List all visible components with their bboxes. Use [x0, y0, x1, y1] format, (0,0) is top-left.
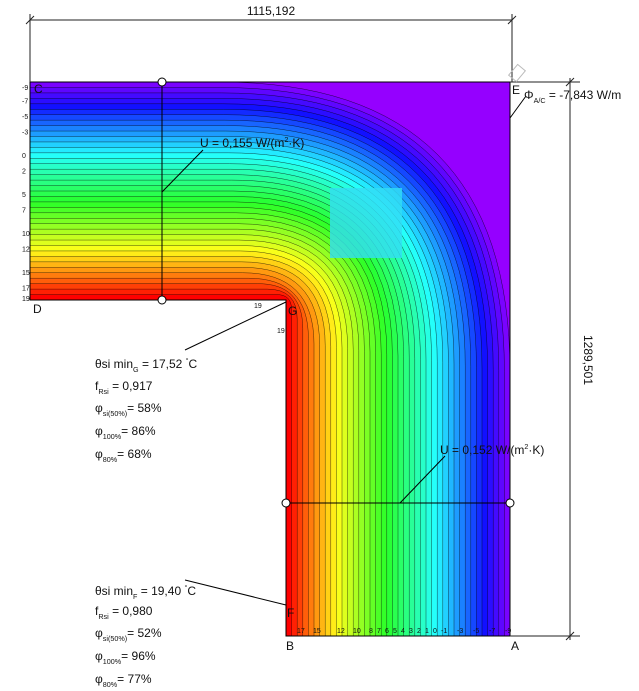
flux-marker — [509, 64, 526, 81]
temp-label: -5 — [22, 114, 28, 121]
text-part: 100% — [103, 657, 122, 666]
text-part: ·K) — [528, 443, 544, 457]
temp-label: -3 — [22, 130, 28, 137]
temp-label: 2 — [22, 169, 26, 176]
width-dimension: 1115,192 — [247, 4, 296, 18]
temp-label: -7 — [489, 628, 495, 635]
temp-label: 0 — [22, 153, 26, 160]
text-part: 80% — [103, 455, 118, 464]
temp-label: 5 — [22, 192, 26, 199]
point-label: E — [512, 83, 520, 97]
point-label: F — [287, 606, 294, 620]
info-line: φsi(50%)= 52% — [95, 626, 162, 643]
corner-patch — [330, 188, 402, 258]
info-line: φ80%= 68% — [95, 447, 152, 464]
temp-label: 10 — [22, 231, 30, 238]
temp-label: 15 — [22, 270, 30, 277]
temp-label: 7 — [377, 628, 381, 635]
text-part: = -7,843 W/m — [546, 88, 622, 102]
text-part: = 68% — [117, 447, 152, 461]
page: 1115,192 1289,501 C E D G B A F -9 -7 -5 -3… — [0, 0, 639, 691]
temp-label: -9 — [505, 628, 511, 635]
text-part: = 96% — [121, 649, 156, 663]
text-part: C — [189, 357, 198, 371]
temp-label: 2 — [417, 628, 421, 635]
text-part: U = 0,155 W/(m — [200, 136, 284, 150]
temp-label: 7 — [22, 208, 26, 215]
temp-label: -7 — [22, 99, 28, 106]
text-part: ·K) — [288, 136, 304, 150]
height-dimension: 1289,501 — [581, 335, 595, 385]
info-line: φ80%= 77% — [95, 672, 152, 689]
text-part: = 0,980 — [109, 604, 153, 618]
text-part: = 86% — [121, 424, 156, 438]
info-line: θsi minG = 17,52 °C — [95, 356, 198, 374]
temp-label: 17 — [22, 285, 30, 292]
u-value: U = 0,152 W/(m2·K) — [440, 442, 544, 457]
temp-label: -9 — [22, 85, 28, 92]
info-line: fRsi = 0,980 — [95, 604, 153, 621]
text-part: = 58% — [127, 401, 162, 415]
temp-label: 1 — [425, 628, 429, 635]
temp-label: 10 — [353, 628, 361, 635]
text-part: 100% — [103, 432, 122, 441]
temp-label: 17 — [297, 628, 305, 635]
flux-label: ΦA/C = -7,843 W/m — [524, 88, 621, 105]
text-part: θsi min — [95, 584, 133, 598]
temp-label: 6 — [385, 628, 389, 635]
text-part: θsi min — [95, 357, 133, 371]
text-part: si(50%) — [103, 634, 127, 643]
text-part: = 17,52 — [139, 357, 186, 371]
temp-label: 19 — [254, 303, 262, 310]
point-label: B — [286, 639, 294, 653]
diagram: 1115,192 1289,501 C E D G B A F -9 -7 -5 -3… — [0, 0, 639, 691]
text-part: = 77% — [117, 672, 152, 686]
u-value: U = 0,155 W/(m2·K) — [200, 135, 304, 150]
text-part: Rsi — [98, 612, 109, 621]
text-part: A/C — [534, 96, 546, 105]
text-part: si(50%) — [103, 409, 127, 418]
text-part: = 52% — [127, 626, 162, 640]
point-label: G — [288, 304, 297, 318]
temp-label: 4 — [401, 628, 405, 635]
text-part: Φ — [524, 88, 534, 102]
temp-label: -5 — [473, 628, 479, 635]
point-label: C — [34, 82, 43, 96]
point-label: A — [511, 639, 519, 653]
temp-label: 12 — [337, 628, 345, 635]
temp-label: 15 — [313, 628, 321, 635]
text-part: 80% — [103, 680, 118, 689]
text-part: = 19,40 — [137, 584, 184, 598]
temp-label: -3 — [457, 628, 463, 635]
info-line: fRsi = 0,917 — [95, 379, 153, 396]
temp-label: 8 — [369, 628, 373, 635]
temp-label: -1 — [441, 628, 447, 635]
temp-label: 19 — [22, 296, 30, 303]
text-part: U = 0,152 W/(m — [440, 443, 524, 457]
text-part: C — [187, 584, 196, 598]
point-label: D — [33, 302, 42, 316]
temp-label: 5 — [393, 628, 397, 635]
temp-label: 19 — [277, 328, 285, 335]
temp-label: 12 — [22, 247, 30, 254]
temp-label: 3 — [409, 628, 413, 635]
info-line: φsi(50%)= 58% — [95, 401, 162, 418]
info-line: θsi minF = 19,40 °C — [95, 583, 196, 601]
temp-label: 0 — [433, 628, 437, 635]
text-part: = 0,917 — [109, 379, 153, 393]
info-line: φ100%= 96% — [95, 649, 156, 666]
text-part: Rsi — [98, 387, 109, 396]
info-line: φ100%= 86% — [95, 424, 156, 441]
